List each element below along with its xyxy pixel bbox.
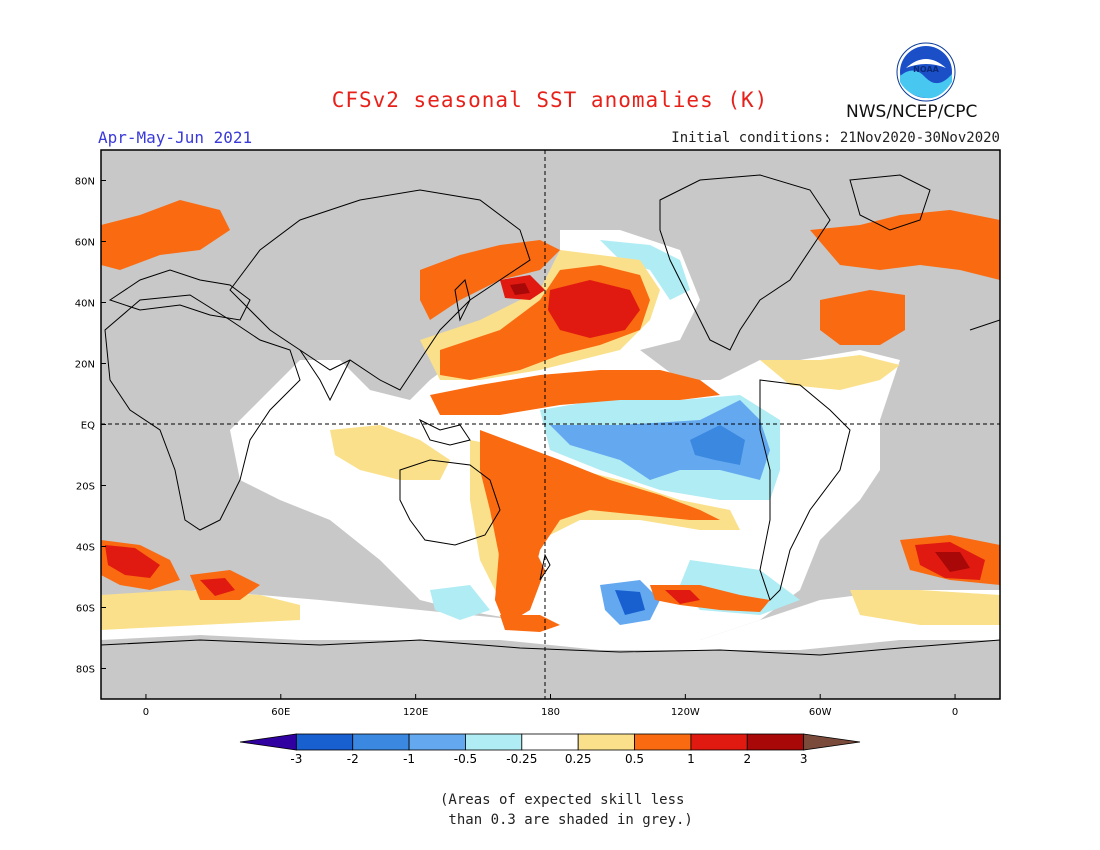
colorbar-tick-label: -0.25 — [506, 752, 537, 766]
lat-label: EQ — [81, 421, 95, 432]
lat-label: 20S — [76, 482, 95, 493]
organization-label: NWS/NCEP/CPC — [846, 102, 978, 122]
noaa-logo-text: NOAA — [913, 65, 939, 74]
longitude-axis: 0 60E 120E 180 120W 60W 0 — [143, 694, 958, 718]
colorbar-upper-arrow — [803, 733, 861, 751]
warm-anomaly-red-npac — [548, 280, 640, 338]
colorbar-swatch — [352, 733, 410, 751]
warm-anomaly-red-sw-atl — [105, 545, 160, 578]
latitude-axis: 80N 60N 40N 20N EQ 20S 40S 60S 80S — [75, 177, 106, 676]
warm-anomaly-orange-spac — [480, 430, 720, 620]
lon-label: 120W — [671, 707, 700, 718]
lat-label: 40S — [76, 543, 95, 554]
lat-label: 60N — [75, 238, 95, 249]
warm-anomaly-orange-australia-east — [495, 540, 545, 625]
colorbar-tick-label: 3 — [800, 752, 808, 766]
warm-anomaly-yellow-indian — [330, 425, 450, 480]
cool-anomaly-npac-edge — [600, 240, 690, 300]
lon-label: 120E — [403, 707, 428, 718]
lon-label: 0 — [952, 707, 958, 718]
neutral-region-sopac — [101, 590, 1000, 650]
land-outlines — [101, 174, 1000, 656]
warm-anomaly-yellow-southern — [101, 590, 300, 630]
colorbar-tick-label: -2 — [347, 752, 359, 766]
colorbar-swatch — [690, 733, 748, 751]
colorbar-swatch — [465, 733, 523, 751]
lat-label: 40N — [75, 299, 95, 310]
lat-label: 60S — [76, 604, 95, 615]
lat-label: 80N — [75, 177, 95, 188]
initial-conditions-label: Initial conditions: 21Nov2020-30Nov2020 — [671, 130, 1000, 146]
warm-anomaly-dark-red-sw — [935, 552, 970, 572]
colorbar-tick-label: -0.5 — [454, 752, 477, 766]
colorbar-tick-label: 0.5 — [625, 752, 644, 766]
colorbar-tick-label: -1 — [403, 752, 415, 766]
colorbar-lower-arrow — [239, 733, 297, 751]
warm-anomaly-orange-natl — [820, 290, 905, 345]
colorbar-swatch — [746, 733, 805, 751]
colorbar-swatch — [521, 733, 579, 751]
colorbar-tick-label: 2 — [743, 752, 751, 766]
warm-anomaly-red-south-ind — [200, 578, 235, 596]
colorbar-swatch — [408, 733, 466, 751]
colorbar-swatch — [634, 733, 692, 751]
lon-label: 180 — [541, 707, 560, 718]
lon-label: 0 — [143, 707, 149, 718]
warm-anomaly-orange-kuroshio — [420, 240, 560, 320]
warm-anomaly-orange-npac-band — [430, 370, 720, 415]
colorbar-tick-label: 1 — [687, 752, 695, 766]
colorbar-swatch — [295, 733, 354, 751]
lat-label: 20N — [75, 360, 95, 371]
season-label: Apr-May-Jun 2021 — [98, 128, 253, 147]
lon-label: 60W — [809, 707, 832, 718]
lat-label: 80S — [76, 665, 95, 676]
colorbar: -3 -2 -1 -0.5 -0.25 0.25 0.5 1 2 3 — [239, 733, 861, 766]
cool-anomaly-southern-ocean-core — [615, 590, 645, 615]
warm-anomaly-yellow-atlantic — [760, 355, 900, 390]
map-title: CFSv2 seasonal SST anomalies (K) — [331, 88, 769, 112]
warm-anomaly-red-southern — [665, 590, 700, 604]
cool-anomaly-epac-core — [690, 425, 745, 465]
skill-footnote: (Areas of expected skill less than 0.3 a… — [440, 792, 693, 828]
cool-anomaly-indian-south — [430, 585, 490, 620]
warm-anomaly-dark-red-core — [510, 283, 530, 295]
warm-anomaly-yellow-southern-east — [850, 590, 1000, 625]
warm-anomaly-orange-natl-high — [810, 210, 1000, 280]
colorbar-tick-label: 0.25 — [565, 752, 592, 766]
lon-label: 60E — [271, 707, 290, 718]
warm-anomaly-orange-norway — [101, 200, 230, 270]
colorbar-swatch — [577, 733, 635, 751]
colorbar-tick-label: -3 — [290, 752, 302, 766]
noaa-logo-icon: NOAA — [896, 42, 956, 102]
